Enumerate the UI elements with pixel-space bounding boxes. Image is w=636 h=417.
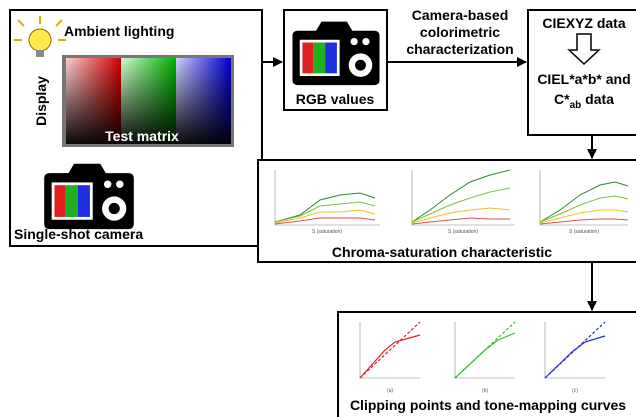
rgb-label: RGB values xyxy=(296,91,375,107)
ambient-label: Ambient lighting xyxy=(64,23,174,39)
chroma-sub: ab xyxy=(570,100,582,111)
arrow-label: Camera-based xyxy=(412,7,509,23)
diagram: Ambient lighting Display Test matrix Sin… xyxy=(0,0,636,417)
axis-label: S (saturation) xyxy=(312,229,342,235)
display-label: Display xyxy=(33,76,49,126)
arrow-label: colorimetric xyxy=(420,24,500,40)
ciexyz-label: CIEXYZ data xyxy=(542,15,625,31)
test-matrix-label: Test matrix xyxy=(105,128,179,144)
camera-icon xyxy=(44,164,134,229)
cielab-label: CIEL*a*b* and xyxy=(537,71,630,87)
caption: (a) xyxy=(387,388,393,394)
caption: (c) xyxy=(572,388,578,394)
arrow-label: characterization xyxy=(406,41,513,57)
chroma-suffix: data xyxy=(581,91,614,107)
camera-label: Single-shot camera xyxy=(14,226,143,242)
axis-label: S (saturation) xyxy=(448,229,478,235)
chroma-prefix: C* xyxy=(554,91,570,107)
curves-title: Clipping points and tone-mapping curves xyxy=(350,397,626,413)
axis-label: S (saturation) xyxy=(569,229,599,235)
camera-icon xyxy=(292,22,379,85)
chroma-title: Chroma-saturation characteristic xyxy=(332,244,552,260)
caption: (b) xyxy=(482,388,488,394)
